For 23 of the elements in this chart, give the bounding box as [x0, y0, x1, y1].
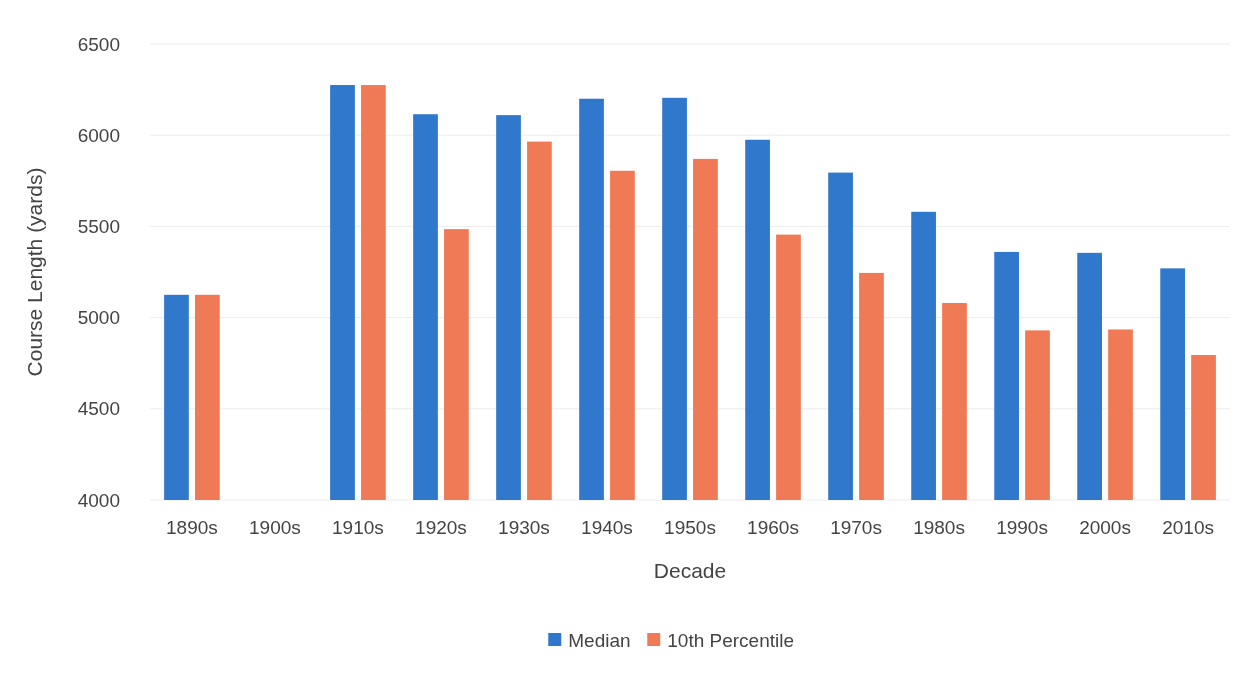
x-tick-label: 1930s: [498, 517, 550, 538]
x-tick-label: 2010s: [1162, 517, 1214, 538]
x-tick-label: 1940s: [581, 517, 633, 538]
y-tick-label: 6000: [77, 124, 120, 146]
y-tick-label: 6500: [77, 33, 120, 55]
legend-label: 10th Percentile: [667, 629, 794, 651]
x-axis-title: Decade: [653, 559, 727, 582]
x-tick-label: 1970s: [830, 517, 882, 538]
x-tick-label: 1900s: [249, 517, 301, 538]
x-tick-label: 2000s: [1079, 517, 1131, 538]
y-tick-label: 4000: [77, 489, 120, 511]
x-tick-label: 1960s: [747, 517, 799, 538]
y-axis-title: Course Length (yards): [23, 167, 46, 377]
x-tick-label: 1890s: [166, 517, 218, 538]
y-tick-label: 5500: [77, 216, 120, 238]
y-tick-label: 5000: [77, 307, 120, 329]
y-tick-label: 4500: [77, 398, 120, 420]
legend-label: Median: [568, 629, 631, 651]
x-tick-label: 1920s: [415, 517, 467, 538]
x-tick-label: 1910s: [332, 517, 384, 538]
x-tick-label: 1950s: [664, 517, 716, 538]
x-tick-label: 1980s: [913, 517, 965, 538]
x-tick-label: 1990s: [996, 517, 1048, 538]
